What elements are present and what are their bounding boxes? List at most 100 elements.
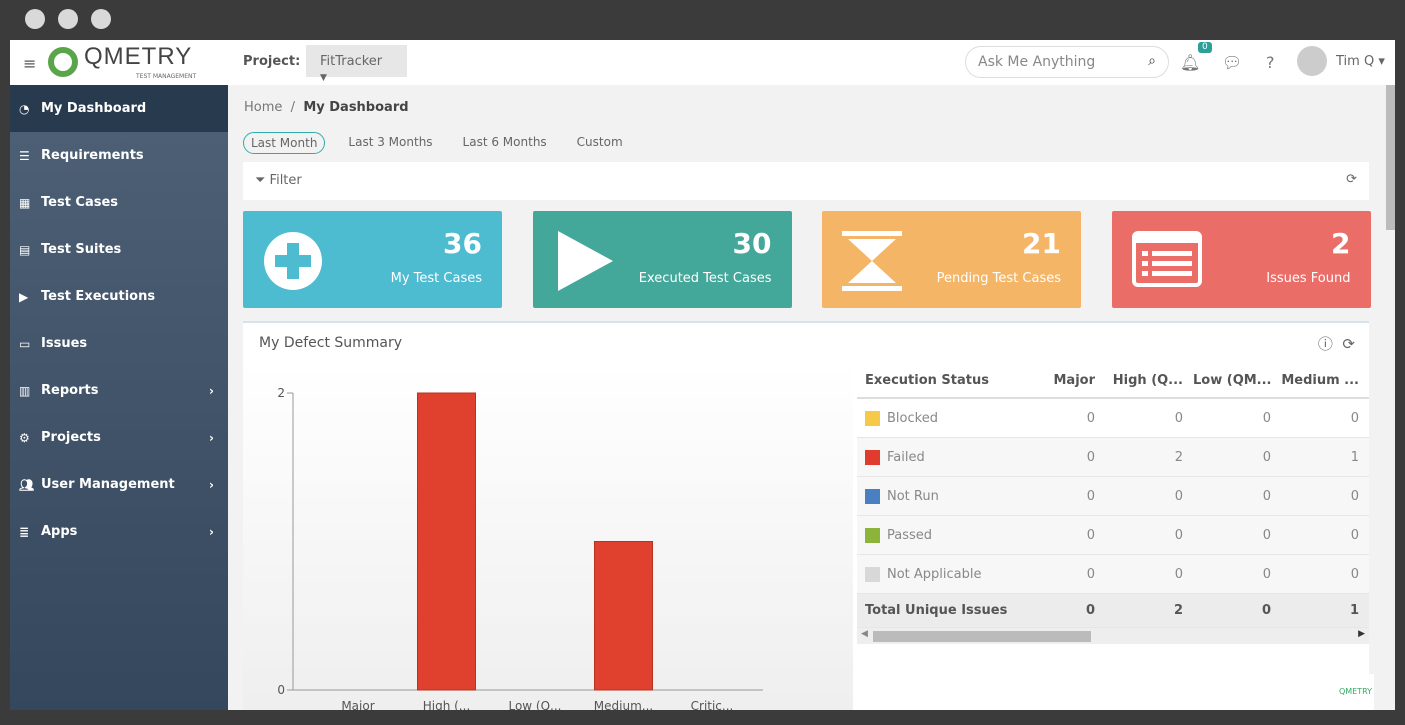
logo-subtitle: TEST MANAGEMENT bbox=[136, 73, 197, 80]
horizontal-scrollbar[interactable]: ◀ ▶ bbox=[857, 628, 1369, 644]
stat-value: 2 bbox=[1331, 227, 1351, 260]
app-window: ≡ QMETRY TEST MANAGEMENT Project: FitTrac… bbox=[10, 40, 1395, 710]
sidebar-item-label: Issues bbox=[41, 336, 88, 351]
date-range-tabs: Last Month Last 3 Months Last 6 Months C… bbox=[243, 132, 630, 154]
window-minimize-dot[interactable] bbox=[58, 9, 78, 29]
sidebar-item-projects[interactable]: ⚙ Projects › bbox=[10, 414, 228, 461]
chevron-right-icon: › bbox=[209, 383, 214, 398]
x-tick-label: Major bbox=[341, 699, 374, 710]
legend-swatch bbox=[865, 566, 880, 582]
status-label: Not Run bbox=[887, 488, 939, 504]
defect-chart: 0 2 Major High (... Low (Q... Medium... Critic… bbox=[243, 363, 853, 710]
breadcrumb-separator: / bbox=[290, 100, 296, 115]
help-icon[interactable]: ? bbox=[1266, 53, 1275, 72]
filter-label: Filter bbox=[269, 173, 302, 188]
cell-value: 0 bbox=[1174, 566, 1183, 582]
sidebar-item-apps[interactable]: ≣ Apps › bbox=[10, 508, 228, 555]
y-tick-label: 0 bbox=[277, 683, 285, 697]
defect-table: Execution Status Major High (Q... Low (QM..… bbox=[857, 363, 1369, 644]
total-label: Total Unique Issues bbox=[865, 603, 1008, 618]
search-icon[interactable]: ⌕ bbox=[1148, 53, 1156, 69]
status-label: Not Applicable bbox=[887, 566, 982, 582]
breadcrumb: Home / My Dashboard bbox=[244, 100, 409, 115]
user-name: Tim Q bbox=[1336, 54, 1375, 69]
sidebar-item-issues[interactable]: ▭ Issues bbox=[10, 320, 228, 367]
stat-card-pending-test-cases[interactable]: 21 Pending Test Cases bbox=[822, 211, 1081, 308]
cell-value: 0 bbox=[1262, 449, 1271, 465]
grid-icon: ▦ bbox=[19, 195, 31, 210]
sidebar-item-requirements[interactable]: ☰ Requirements bbox=[10, 132, 228, 179]
dashboard-icon: ◔ bbox=[19, 101, 30, 116]
tab-last-3-months[interactable]: Last 3 Months bbox=[348, 135, 433, 149]
plus-circle-icon bbox=[264, 232, 322, 290]
chevron-right-icon: › bbox=[209, 430, 214, 445]
sidebar-item-test-suites[interactable]: ▤ Test Suites bbox=[10, 226, 228, 273]
cell-value: 0 bbox=[1350, 410, 1359, 426]
y-tick-label: 2 bbox=[277, 386, 285, 400]
main-content: Home / My Dashboard Last Month Last 3 Mo… bbox=[228, 85, 1395, 710]
stat-card-my-test-cases[interactable]: 36 My Test Cases bbox=[243, 211, 502, 308]
bell-icon[interactable]: 🔔︎ bbox=[1180, 53, 1201, 72]
table-row: Not Run 0 0 0 0 bbox=[857, 477, 1369, 516]
list-icon: ☰ bbox=[19, 148, 30, 163]
refresh-icon[interactable]: ⟳ bbox=[1342, 335, 1355, 353]
sidebar-item-label: Reports bbox=[41, 383, 99, 398]
status-label: Passed bbox=[887, 527, 933, 543]
info-icon[interactable]: ⓘ bbox=[1317, 335, 1333, 353]
breadcrumb-home[interactable]: Home bbox=[244, 100, 283, 115]
scroll-right-icon[interactable]: ▶ bbox=[1358, 629, 1365, 639]
column-header[interactable]: Medium ... bbox=[1281, 372, 1359, 388]
table-row: Passed 0 0 0 0 bbox=[857, 516, 1369, 555]
column-header[interactable]: Execution Status bbox=[865, 372, 989, 388]
scrollbar-thumb[interactable] bbox=[873, 631, 1091, 642]
bar bbox=[417, 392, 476, 691]
status-label: Failed bbox=[887, 449, 925, 465]
user-menu[interactable]: Tim Q ▾ bbox=[1336, 54, 1385, 69]
logo-ring bbox=[48, 47, 78, 77]
cell-value: 0 bbox=[1262, 527, 1271, 543]
sidebar-item-user-management[interactable]: 👥︎ User Management › bbox=[10, 461, 228, 508]
vertical-scrollbar[interactable] bbox=[1386, 85, 1395, 230]
avatar[interactable] bbox=[1297, 46, 1327, 76]
column-header[interactable]: Major bbox=[1053, 372, 1095, 388]
cell-value: 0 bbox=[1262, 566, 1271, 582]
total-row: Total Unique Issues 0 2 0 1 bbox=[857, 594, 1369, 628]
legend-swatch bbox=[865, 449, 880, 465]
total-value: 2 bbox=[1173, 603, 1183, 618]
column-header[interactable]: High (Q... bbox=[1112, 372, 1183, 388]
filter-bar[interactable]: ⏷ Filter ⟳ bbox=[243, 162, 1369, 200]
chat-icon[interactable]: 💬︎ bbox=[1222, 53, 1243, 72]
total-value: 1 bbox=[1349, 603, 1359, 618]
sidebar-item-reports[interactable]: ▥ Reports › bbox=[10, 367, 228, 414]
stat-label: Executed Test Cases bbox=[638, 271, 772, 286]
window-close-dot[interactable] bbox=[25, 9, 45, 29]
column-header[interactable]: Low (QM... bbox=[1193, 372, 1272, 388]
tab-last-6-months[interactable]: Last 6 Months bbox=[462, 135, 547, 149]
stat-card-issues-found[interactable]: 2 Issues Found bbox=[1111, 211, 1371, 308]
cell-value: 0 bbox=[1174, 410, 1183, 426]
legend-swatch bbox=[865, 488, 880, 504]
cell-value: 0 bbox=[1262, 488, 1271, 504]
search-input[interactable]: Ask Me Anything ⌕ bbox=[965, 46, 1169, 78]
caret-down-icon: ▼ bbox=[320, 73, 327, 83]
sidebar-item-label: Requirements bbox=[41, 148, 144, 163]
stat-card-executed-test-cases[interactable]: 30 Executed Test Cases bbox=[532, 211, 792, 308]
x-tick-label: High (... bbox=[423, 699, 471, 710]
refresh-icon[interactable]: ⟳ bbox=[1346, 172, 1357, 187]
scroll-left-icon[interactable]: ◀ bbox=[861, 629, 868, 639]
window-maximize-dot[interactable] bbox=[91, 9, 111, 29]
menu-icon[interactable]: ≡ bbox=[23, 54, 37, 73]
logo-text: QMETRY bbox=[84, 43, 193, 70]
sidebar-item-label: My Dashboard bbox=[41, 101, 147, 116]
cogs-icon: ⚙ bbox=[19, 430, 30, 445]
sidebar-item-test-cases[interactable]: ▦ Test Cases bbox=[10, 179, 228, 226]
project-value: FitTracker bbox=[320, 54, 383, 69]
tab-last-month[interactable]: Last Month bbox=[243, 132, 326, 154]
sidebar-item-label: User Management bbox=[41, 477, 175, 492]
project-dropdown[interactable]: FitTracker ▼ bbox=[306, 45, 407, 83]
table-header: Execution Status Major High (Q... Low (QM..… bbox=[857, 363, 1369, 399]
tab-custom[interactable]: Custom bbox=[576, 135, 623, 149]
sidebar-item-my-dashboard[interactable]: ◔ My Dashboard bbox=[10, 85, 228, 132]
sidebar-item-test-executions[interactable]: ▶ Test Executions bbox=[10, 273, 228, 320]
cell-value: 0 bbox=[1350, 527, 1359, 543]
